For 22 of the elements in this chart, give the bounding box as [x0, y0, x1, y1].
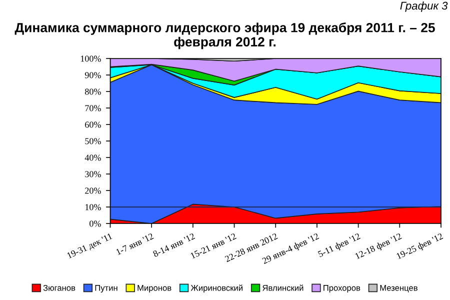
- y-tick-label: 10%: [85, 204, 101, 210]
- x-tick-label: 1-7 янв '12: [116, 233, 154, 255]
- y-tick-label: 60%: [85, 122, 101, 128]
- y-tick-label: 20%: [85, 188, 101, 194]
- legend-label: Жириновский: [190, 284, 242, 292]
- y-tick-label: 100%: [80, 56, 101, 62]
- legend-label: Зюганов: [43, 284, 76, 291]
- y-tick-label: 90%: [84, 72, 101, 78]
- y-tick-label: 50%: [85, 138, 101, 144]
- y-tick-label: 80%: [85, 88, 101, 95]
- y-tick-label: 30%: [85, 171, 101, 178]
- legend-label: Явлинский: [262, 284, 304, 291]
- legend-label: Прохоров: [324, 285, 360, 292]
- chart-title: Динамика суммарного лидерского эфира 19 декабря 2011 г. – 25 февраля 2012 г.: [14, 22, 435, 50]
- legend-label: Путин: [95, 285, 118, 292]
- x-tick-label: 19-31 дек '11: [66, 233, 114, 260]
- y-tick-label: 0%: [90, 220, 101, 227]
- legend-label: Мезенцев: [380, 285, 418, 292]
- text: График 3: [400, 2, 448, 12]
- y-tick-label: 40%: [84, 154, 101, 161]
- y-tick-label: 70%: [85, 105, 101, 112]
- legend-label: Миронов: [138, 285, 172, 292]
